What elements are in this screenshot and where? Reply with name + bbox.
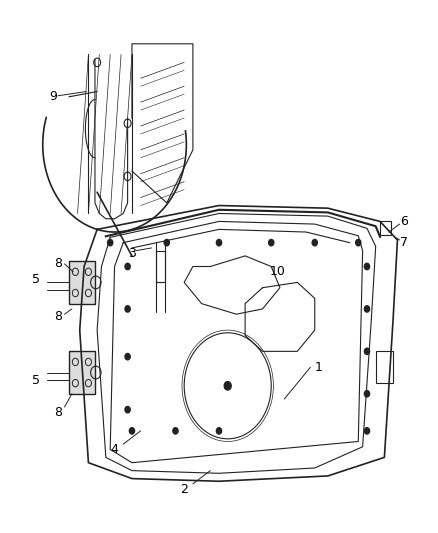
Text: 9: 9: [49, 90, 57, 103]
Circle shape: [312, 239, 318, 246]
Circle shape: [224, 382, 231, 390]
Bar: [156, 251, 165, 282]
Text: 2: 2: [180, 483, 188, 496]
Circle shape: [125, 353, 130, 360]
Circle shape: [173, 427, 178, 434]
Text: 10: 10: [270, 265, 286, 278]
Circle shape: [164, 239, 170, 246]
Circle shape: [364, 391, 370, 397]
Circle shape: [216, 427, 222, 434]
Circle shape: [125, 407, 130, 413]
Circle shape: [216, 239, 222, 246]
Circle shape: [129, 427, 134, 434]
Circle shape: [364, 348, 370, 354]
Circle shape: [125, 306, 130, 312]
Text: 5: 5: [32, 374, 40, 387]
Circle shape: [356, 239, 361, 246]
Text: 5: 5: [32, 273, 40, 286]
Text: 7: 7: [400, 236, 408, 249]
Text: 8: 8: [54, 310, 62, 324]
Bar: [69, 261, 95, 304]
Text: 6: 6: [400, 215, 408, 228]
Bar: [69, 351, 95, 394]
Circle shape: [364, 306, 370, 312]
Circle shape: [108, 239, 113, 246]
Text: 8: 8: [54, 257, 62, 270]
Text: 3: 3: [128, 247, 136, 260]
Bar: [376, 351, 393, 383]
Circle shape: [364, 263, 370, 270]
Circle shape: [364, 427, 370, 434]
Text: 1: 1: [315, 361, 323, 374]
Text: 8: 8: [54, 406, 62, 419]
Circle shape: [125, 263, 130, 270]
Circle shape: [268, 239, 274, 246]
Text: 4: 4: [111, 443, 119, 456]
Bar: [380, 221, 391, 235]
